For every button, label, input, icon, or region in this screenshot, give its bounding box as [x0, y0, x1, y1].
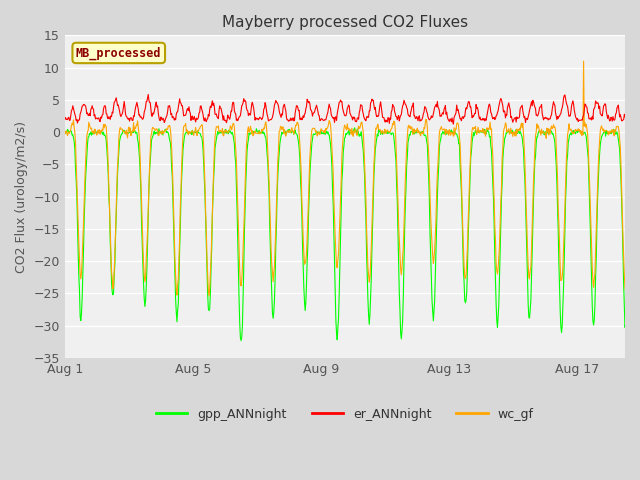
Legend: gpp_ANNnight, er_ANNnight, wc_gf: gpp_ANNnight, er_ANNnight, wc_gf: [151, 403, 539, 426]
Title: Mayberry processed CO2 Fluxes: Mayberry processed CO2 Fluxes: [222, 15, 468, 30]
Y-axis label: CO2 Flux (urology/m2/s): CO2 Flux (urology/m2/s): [15, 120, 28, 273]
Text: MB_processed: MB_processed: [76, 46, 161, 60]
